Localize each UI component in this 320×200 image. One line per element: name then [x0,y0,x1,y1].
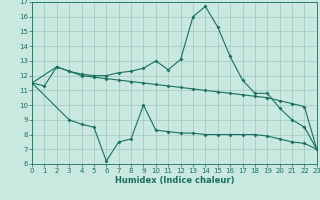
X-axis label: Humidex (Indice chaleur): Humidex (Indice chaleur) [115,176,234,185]
